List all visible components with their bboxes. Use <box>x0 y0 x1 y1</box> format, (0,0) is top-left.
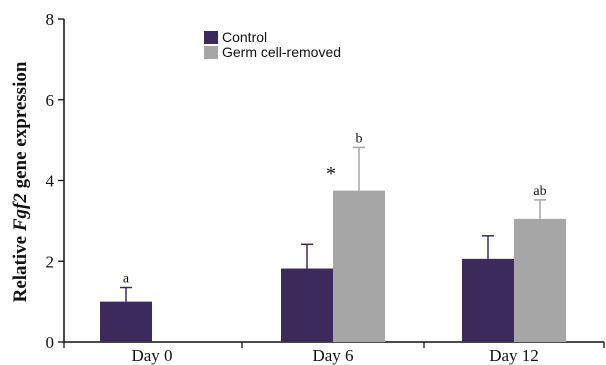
significance-letter-germ-cell-removed-1: b <box>356 131 363 146</box>
bars <box>100 190 566 342</box>
y-tick-label-8: 8 <box>46 10 55 29</box>
significance-letter-germ-cell-removed-2: ab <box>533 184 546 199</box>
y-tick-label-6: 6 <box>46 91 55 110</box>
significance-star-0: * <box>326 163 336 185</box>
bar-germ-cell-removed-1 <box>333 190 385 342</box>
legend-label-germ-cell-removed: Germ cell-removed <box>222 44 341 60</box>
x-tick-label-day-12: Day 12 <box>489 346 539 365</box>
bar-germ-cell-removed-2 <box>514 218 566 342</box>
legend-label-control: Control <box>222 29 267 45</box>
y-axis-label-prefix: Relative <box>10 231 31 302</box>
y-axis-label-suffix: gene expression <box>10 61 31 193</box>
x-tick-label-day-0: Day 0 <box>131 346 172 365</box>
x-tick-label-day-6: Day 6 <box>312 346 353 365</box>
y-tick-label-0: 0 <box>46 333 55 352</box>
legend: Control Germ cell-removed <box>204 29 341 60</box>
axes: 0 2 4 6 8 Day 0 Day 6 Day 12 <box>46 10 605 365</box>
significance-letter-control-0: a <box>123 271 130 286</box>
legend-swatch-germ-cell-removed <box>204 46 218 59</box>
y-axis-label: Relative Fgf2 gene expression <box>10 61 31 302</box>
error-bars <box>120 146 546 302</box>
y-tick-label-4: 4 <box>46 172 55 191</box>
legend-swatch-control <box>204 31 218 44</box>
y-tick-label-2: 2 <box>46 252 55 271</box>
y-axis-label-gene: Fgf2 <box>10 193 31 233</box>
bar-control-0 <box>100 301 152 342</box>
bar-control-1 <box>281 268 333 342</box>
bar-control-2 <box>462 258 514 342</box>
